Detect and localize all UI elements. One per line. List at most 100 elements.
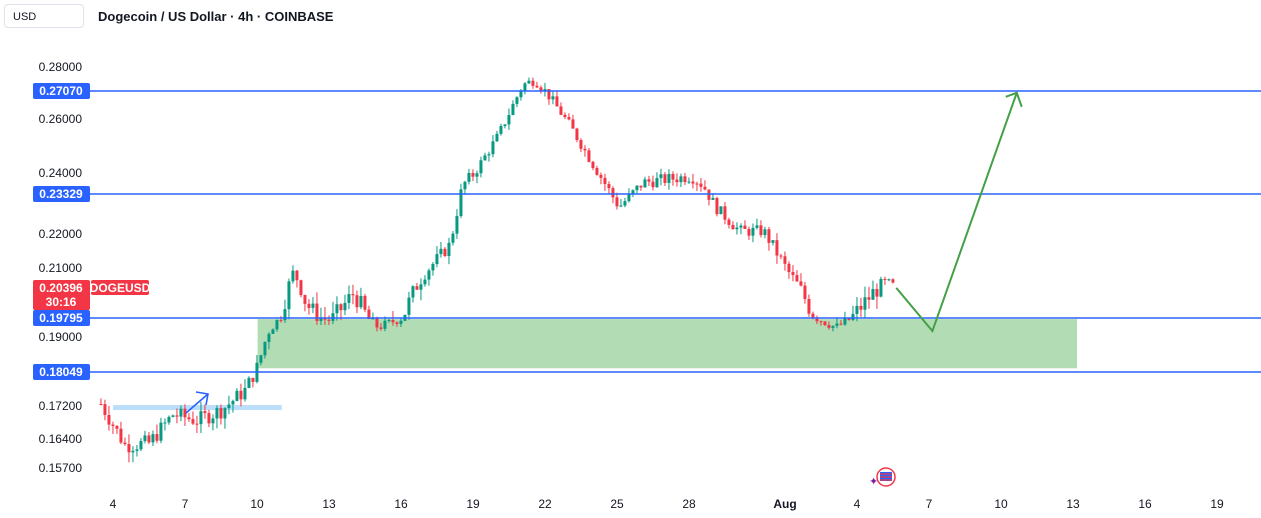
candle-body xyxy=(799,281,803,286)
candle-body xyxy=(103,404,107,416)
candle-body xyxy=(719,206,723,215)
y-tick-label: 0.21000 xyxy=(39,261,83,275)
candle-body xyxy=(299,280,303,296)
y-tick-label: 0.26000 xyxy=(39,112,83,126)
candle-body xyxy=(531,80,535,86)
candle-body xyxy=(495,133,499,142)
candle-body xyxy=(123,442,127,445)
candle-body xyxy=(759,225,763,236)
candle-body xyxy=(859,305,863,310)
projection-path xyxy=(895,92,1018,334)
candle-body xyxy=(511,103,515,115)
level-label: 0.18049 xyxy=(39,365,83,379)
x-tick-label: 13 xyxy=(322,497,336,511)
x-tick-label: 10 xyxy=(994,497,1008,511)
level-label: 0.27070 xyxy=(39,84,83,98)
candle-body xyxy=(675,179,679,183)
x-tick-label: 19 xyxy=(466,497,480,511)
candle-body xyxy=(703,186,707,190)
x-tick-label: Aug xyxy=(773,497,796,511)
y-tick-label: 0.16400 xyxy=(39,432,83,446)
candle-body xyxy=(539,87,543,91)
candle-body xyxy=(223,408,227,419)
candle-body xyxy=(383,320,387,329)
candle-body xyxy=(199,411,203,425)
candle-body xyxy=(315,303,319,321)
candle-body xyxy=(775,240,779,256)
candle-body xyxy=(151,434,155,443)
candle-body xyxy=(439,248,443,255)
candle-body xyxy=(643,179,647,188)
candle-body xyxy=(567,117,571,120)
candle-body xyxy=(847,318,851,320)
candle-body xyxy=(831,325,835,328)
top-bar: USD Dogecoin / US Dollar · 4h · COINBASE xyxy=(0,0,1261,34)
candle-body xyxy=(283,309,287,321)
breakout-zone xyxy=(113,405,282,411)
candle-body xyxy=(371,318,375,320)
candle-body xyxy=(583,148,587,151)
symbol-badge xyxy=(91,280,149,295)
x-tick-label: 4 xyxy=(854,497,861,511)
projection-arrowhead xyxy=(1005,91,1023,108)
candle-body xyxy=(391,319,395,323)
x-tick-label: 13 xyxy=(1066,497,1080,511)
candle-body xyxy=(667,173,671,183)
candle-body xyxy=(575,128,579,141)
candle-body xyxy=(163,422,167,424)
candle-body xyxy=(755,225,759,228)
candle-body xyxy=(679,176,683,183)
candle-body xyxy=(387,319,391,321)
candle-body xyxy=(115,425,119,429)
candle-body xyxy=(555,96,559,107)
x-tick-label: 10 xyxy=(250,497,264,511)
level-label: 0.19795 xyxy=(39,311,83,325)
candle-body xyxy=(171,415,175,417)
candle-body xyxy=(871,289,875,300)
candle-body xyxy=(843,318,847,325)
x-tick-label: 16 xyxy=(1138,497,1152,511)
candle-body xyxy=(211,418,215,424)
candle-body xyxy=(835,323,839,326)
candle-body xyxy=(483,155,487,161)
candle-body xyxy=(887,279,891,281)
candle-body xyxy=(379,327,383,329)
candle-body xyxy=(303,295,307,304)
candle-body xyxy=(891,279,895,283)
candle-body xyxy=(839,323,843,325)
candle-body xyxy=(559,106,563,115)
currency-selector[interactable]: USD xyxy=(4,4,84,28)
y-tick-label: 0.17200 xyxy=(39,399,83,413)
candle-body xyxy=(415,286,419,290)
candle-body xyxy=(323,318,327,320)
candle-body xyxy=(627,193,631,202)
x-tick-label: 7 xyxy=(926,497,933,511)
candle-body xyxy=(879,278,883,297)
candle-body xyxy=(883,278,887,280)
candle-body xyxy=(183,408,187,418)
candle-body xyxy=(783,256,787,264)
candle-body xyxy=(663,174,667,183)
candle-body xyxy=(215,408,219,419)
candle-body xyxy=(711,198,715,200)
breakout-arrow xyxy=(185,393,209,414)
candle-body xyxy=(239,390,243,400)
candle-body xyxy=(535,85,539,88)
candle-body xyxy=(107,415,111,425)
candle-body xyxy=(263,341,267,356)
candle-body xyxy=(671,173,675,180)
candle-body xyxy=(343,302,347,311)
candle-body xyxy=(475,173,479,177)
candle-body xyxy=(875,289,879,297)
candle-body xyxy=(335,304,339,314)
candle-body xyxy=(727,219,731,225)
candle-body xyxy=(275,319,279,330)
candle-body xyxy=(99,403,103,405)
candle-body xyxy=(823,321,827,326)
candle-body xyxy=(327,319,331,321)
candle-body xyxy=(607,184,611,189)
candle-body xyxy=(803,285,807,299)
candle-body xyxy=(367,309,371,320)
candle-body xyxy=(411,286,415,298)
